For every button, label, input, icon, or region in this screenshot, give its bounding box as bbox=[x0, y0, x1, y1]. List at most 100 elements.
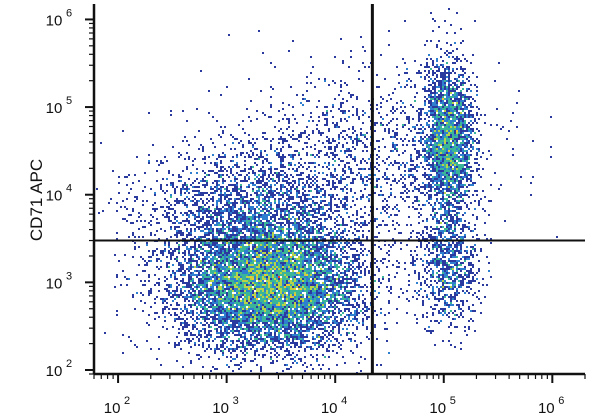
density-dot bbox=[228, 282, 230, 284]
density-dot bbox=[250, 304, 252, 306]
density-dot bbox=[332, 292, 334, 294]
density-dot bbox=[268, 236, 270, 238]
density-dot bbox=[290, 164, 292, 166]
density-dot bbox=[276, 320, 278, 322]
density-dot bbox=[342, 198, 344, 200]
density-dot bbox=[200, 280, 202, 282]
density-dot bbox=[300, 276, 302, 278]
density-dot bbox=[266, 248, 268, 250]
density-dot bbox=[218, 290, 220, 292]
density-dot bbox=[192, 258, 194, 260]
density-dot bbox=[280, 292, 282, 294]
density-dot bbox=[258, 280, 260, 282]
density-dot bbox=[270, 196, 272, 198]
density-dot bbox=[262, 296, 264, 298]
density-dot bbox=[364, 304, 366, 306]
density-dot bbox=[170, 252, 172, 254]
density-dot bbox=[232, 234, 234, 236]
density-dot bbox=[176, 286, 178, 288]
density-dot bbox=[252, 250, 254, 252]
density-dot bbox=[220, 212, 222, 214]
density-dot bbox=[288, 228, 290, 230]
density-dot bbox=[258, 296, 260, 298]
density-dot bbox=[244, 234, 246, 236]
density-dot bbox=[240, 322, 242, 324]
density-dot bbox=[240, 216, 242, 218]
density-dot bbox=[302, 232, 304, 234]
density-dot bbox=[326, 258, 328, 260]
density-dot bbox=[192, 160, 194, 162]
density-dot bbox=[262, 316, 264, 318]
density-dot bbox=[248, 172, 250, 174]
density-dot bbox=[296, 320, 298, 322]
density-dot bbox=[266, 218, 268, 220]
density-dot bbox=[178, 344, 180, 346]
density-dot bbox=[204, 172, 206, 174]
density-dot bbox=[226, 204, 228, 206]
density-dot bbox=[256, 196, 258, 198]
density-dot bbox=[228, 294, 230, 296]
density-dot bbox=[220, 264, 222, 266]
density-dot bbox=[334, 182, 336, 184]
density-dot bbox=[174, 222, 176, 224]
density-dot bbox=[258, 264, 260, 266]
density-dot bbox=[248, 256, 250, 258]
density-dot bbox=[256, 306, 258, 308]
density-dot bbox=[312, 230, 314, 232]
density-dot bbox=[184, 252, 186, 254]
density-dot bbox=[240, 310, 242, 312]
density-dot bbox=[206, 348, 208, 350]
density-dot bbox=[360, 216, 362, 218]
density-dot bbox=[296, 264, 298, 266]
density-dot bbox=[234, 236, 236, 238]
density-dot bbox=[222, 130, 224, 132]
density-dot bbox=[308, 262, 310, 264]
density-dot bbox=[328, 316, 330, 318]
density-dot bbox=[284, 328, 286, 330]
density-dot bbox=[434, 216, 436, 218]
density-dot bbox=[198, 264, 200, 266]
density-dot bbox=[270, 216, 272, 218]
density-dot bbox=[288, 236, 290, 238]
density-dot bbox=[188, 276, 190, 278]
density-dot bbox=[202, 262, 204, 264]
density-dot bbox=[328, 290, 330, 292]
density-dot bbox=[252, 270, 254, 272]
density-dot bbox=[336, 324, 338, 326]
density-dot bbox=[238, 326, 240, 328]
density-dot bbox=[182, 326, 184, 328]
density-dot bbox=[220, 260, 222, 262]
density-dot bbox=[234, 320, 236, 322]
density-dot bbox=[264, 226, 266, 228]
density-dot bbox=[294, 272, 296, 274]
density-dot bbox=[298, 318, 300, 320]
density-dot bbox=[156, 266, 158, 268]
density-dot bbox=[216, 348, 218, 350]
density-dot bbox=[222, 334, 224, 336]
density-dot bbox=[230, 308, 232, 310]
density-dot bbox=[348, 242, 350, 244]
density-dot bbox=[308, 270, 310, 272]
density-dot bbox=[274, 254, 276, 256]
density-dot bbox=[208, 256, 210, 258]
density-dot bbox=[244, 304, 246, 306]
density-dot bbox=[332, 186, 334, 188]
density-dot bbox=[228, 234, 230, 236]
density-dot bbox=[274, 288, 276, 290]
density-dot bbox=[218, 292, 220, 294]
density-dot bbox=[272, 262, 274, 264]
density-dot bbox=[180, 266, 182, 268]
density-dot bbox=[196, 284, 198, 286]
density-dot bbox=[246, 318, 248, 320]
density-dot bbox=[218, 256, 220, 258]
density-dot bbox=[258, 292, 260, 294]
density-dot bbox=[194, 252, 196, 254]
density-dot bbox=[242, 266, 244, 268]
density-dot bbox=[220, 288, 222, 290]
density-dot bbox=[258, 312, 260, 314]
density-dot bbox=[390, 288, 392, 290]
density-dot bbox=[264, 258, 266, 260]
density-dot bbox=[176, 198, 178, 200]
density-dot bbox=[368, 250, 370, 252]
density-dot bbox=[304, 208, 306, 210]
